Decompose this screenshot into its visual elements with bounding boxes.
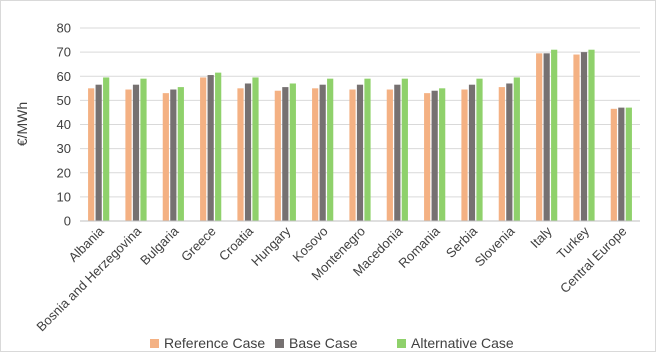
bar-croatia-alternative-case: [252, 77, 259, 221]
x-tick-label: Greece: [178, 224, 219, 265]
bar-bosnia-and-herzegovina-alternative-case: [140, 78, 147, 221]
bar-romania-reference-case: [424, 93, 431, 221]
legend-label: Reference Case: [164, 335, 265, 351]
bar-albania-base-case: [95, 84, 102, 221]
bar-macedonia-alternative-case: [401, 78, 408, 221]
bar-bulgaria-base-case: [170, 89, 177, 221]
bar-kosovo-alternative-case: [327, 78, 334, 221]
bar-montenegro-alternative-case: [364, 78, 371, 221]
bar-romania-alternative-case: [439, 88, 446, 221]
legend-swatch: [397, 339, 406, 348]
bar-serbia-reference-case: [461, 89, 468, 221]
bar-kosovo-reference-case: [312, 88, 319, 221]
x-tick-label: Slovenia: [472, 223, 518, 269]
bar-kosovo-base-case: [319, 84, 326, 221]
bar-macedonia-base-case: [394, 84, 401, 221]
legend-item-reference-case: Reference Case: [150, 335, 265, 351]
bar-hungary-alternative-case: [289, 83, 296, 221]
bar-serbia-alternative-case: [476, 78, 483, 221]
legend-item-base-case: Base Case: [275, 335, 358, 351]
legend-swatch: [150, 339, 159, 348]
legend-label: Alternative Case: [411, 335, 514, 351]
y-tick-label: 80: [57, 21, 71, 36]
y-tick-label: 50: [57, 93, 71, 108]
bar-italy-reference-case: [536, 53, 543, 221]
y-tick-label: 40: [57, 117, 71, 132]
x-tick-label: Central Europe: [557, 224, 629, 296]
bar-central-europe-reference-case: [610, 108, 617, 221]
x-tick-label: Romania: [395, 223, 443, 271]
y-tick-label: 20: [57, 165, 71, 180]
bar-montenegro-base-case: [356, 84, 364, 221]
bar-hungary-reference-case: [274, 90, 281, 221]
bar-croatia-reference-case: [237, 88, 244, 221]
bar-serbia-base-case: [468, 84, 476, 221]
bar-greece-alternative-case: [215, 72, 222, 221]
bar-hungary-base-case: [282, 87, 289, 221]
bar-italy-alternative-case: [551, 49, 558, 222]
x-tick-label: Bulgaria: [137, 223, 182, 268]
bar-slovenia-base-case: [506, 83, 513, 221]
bar-greece-base-case: [207, 75, 214, 221]
legend: Reference Case Base Case Alternative Case: [150, 335, 514, 351]
y-tick-labels: 0 10 20 30 40 50 60 70 80: [57, 21, 71, 229]
legend-swatch: [275, 339, 284, 348]
bar-albania-reference-case: [88, 88, 95, 221]
bar-slovenia-alternative-case: [513, 77, 520, 221]
bar-bosnia-and-herzegovina-base-case: [132, 84, 140, 221]
bar-romania-base-case: [431, 90, 438, 221]
y-tick-label: 10: [57, 189, 71, 204]
x-tick-label: Hungary: [248, 223, 294, 269]
bar-turkey-base-case: [580, 52, 588, 221]
y-tick-label: 60: [57, 69, 71, 84]
bars: [88, 49, 632, 222]
bar-bulgaria-reference-case: [162, 93, 169, 221]
bar-bosnia-and-herzegovina-reference-case: [125, 89, 132, 221]
y-axis-label: €/MWh: [14, 102, 30, 146]
bar-central-europe-base-case: [618, 107, 625, 221]
bar-turkey-reference-case: [573, 54, 580, 221]
bar-montenegro-reference-case: [349, 89, 356, 221]
bar-bulgaria-alternative-case: [177, 87, 184, 221]
legend-label: Base Case: [289, 335, 358, 351]
y-tick-label: 0: [64, 214, 71, 229]
bar-turkey-alternative-case: [588, 49, 595, 222]
legend-item-alternative-case: Alternative Case: [397, 335, 514, 351]
bar-albania-alternative-case: [103, 77, 110, 221]
bar-central-europe-alternative-case: [625, 107, 632, 221]
bar-greece-reference-case: [200, 77, 207, 221]
x-tick-label: Italy: [527, 223, 555, 251]
bar-macedonia-reference-case: [386, 89, 393, 221]
bar-croatia-base-case: [244, 83, 252, 221]
y-tick-label: 70: [57, 45, 71, 60]
y-tick-label: 30: [57, 141, 71, 156]
bar-italy-base-case: [543, 53, 550, 221]
bar-slovenia-reference-case: [498, 87, 505, 221]
